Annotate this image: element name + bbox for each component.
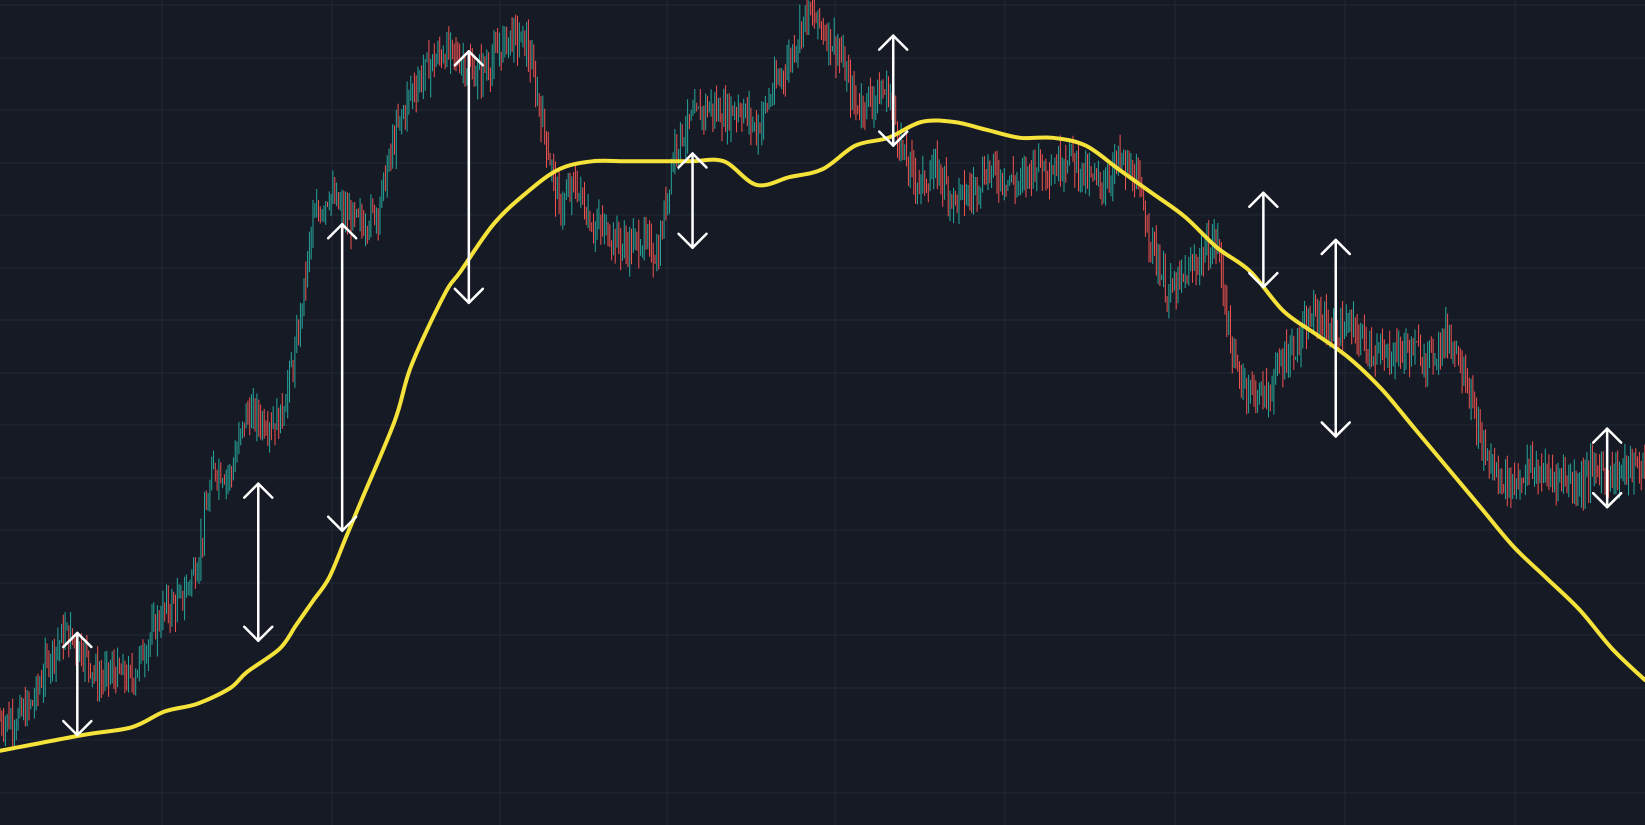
double-arrow-annotation <box>62 631 93 737</box>
double-arrow-annotation <box>243 482 274 643</box>
double-arrow-annotation <box>326 222 358 533</box>
double-arrow-annotation <box>677 152 708 250</box>
price-candles <box>0 0 1645 751</box>
double-arrow-annotation <box>1320 238 1351 438</box>
moving-average-line <box>0 118 1645 753</box>
double-arrow-annotation <box>1248 191 1279 289</box>
double-arrow-annotation <box>877 34 909 147</box>
double-arrow-annotation <box>1591 427 1623 509</box>
range-arrows <box>62 34 1623 737</box>
moving-average-path <box>0 118 1645 753</box>
double-arrow-annotation <box>453 50 485 305</box>
